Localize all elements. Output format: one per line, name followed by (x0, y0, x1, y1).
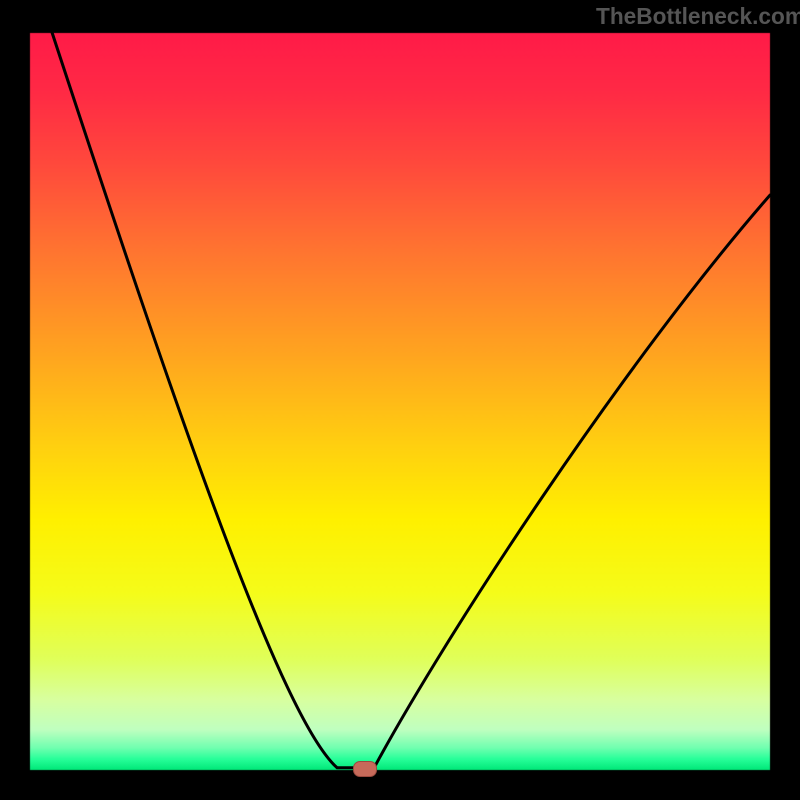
curve-overlay (0, 0, 800, 800)
bottleneck-chart: TheBottleneck.com (0, 0, 800, 800)
watermark-text: TheBottleneck.com (596, 3, 800, 30)
optimal-point-marker (353, 761, 377, 777)
bottleneck-curve (52, 33, 770, 768)
